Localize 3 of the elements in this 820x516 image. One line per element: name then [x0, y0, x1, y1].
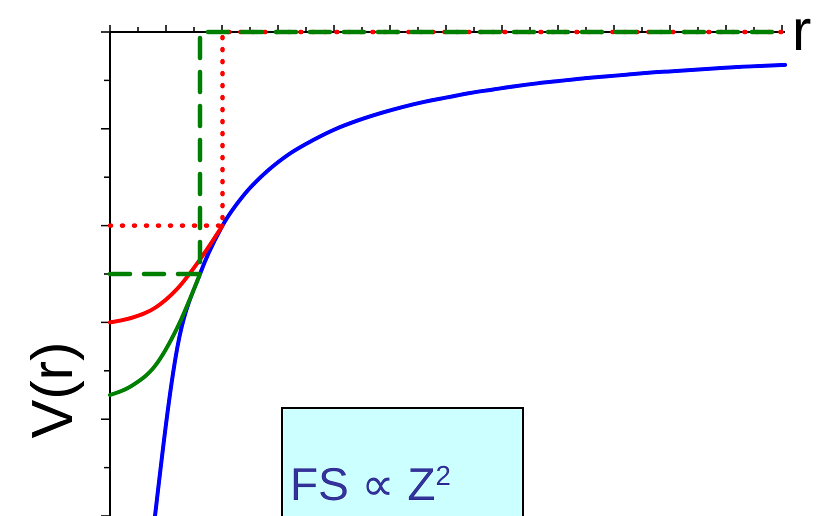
x-axis-title: r — [792, 0, 812, 63]
y-axis-title: V(r) — [20, 342, 85, 438]
annotation: FS ∝ Z$^{2}$ — [290, 458, 451, 510]
